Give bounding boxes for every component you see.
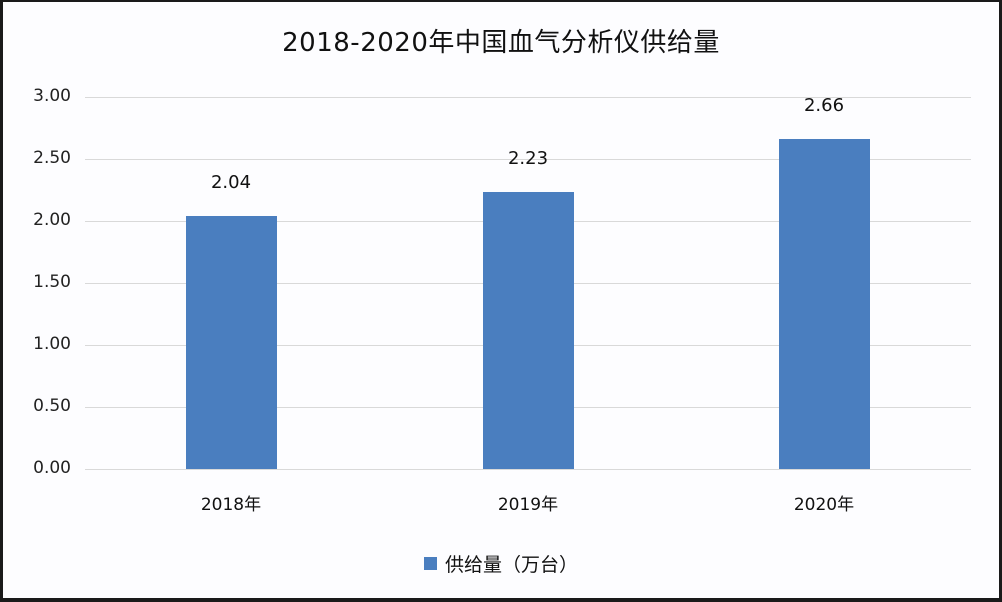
- y-tick-label: 0.00: [33, 458, 71, 478]
- y-tick-label: 2.50: [33, 148, 71, 168]
- gridline: [85, 469, 971, 470]
- bar-2020年: [779, 139, 870, 469]
- y-tick-label: 2.00: [33, 210, 71, 230]
- x-tick-label: 2018年: [200, 495, 262, 515]
- data-label: 2.23: [507, 148, 549, 170]
- chart-frame: 2018-2020年中国血气分析仪供给量 0.00 0.50 1.00 1.50 2.0…: [3, 2, 999, 598]
- y-tick-label: 0.50: [33, 396, 71, 416]
- gridline: [85, 97, 971, 98]
- plot-area: 0.00 0.50 1.00 1.50 2.00 2.50 3.00 2.04 2018年 2.2…: [3, 2, 999, 598]
- legend-swatch-icon: [423, 557, 437, 570]
- y-tick-label: 1.50: [33, 272, 71, 292]
- bar-2019年: [483, 192, 574, 469]
- y-tick-label: 1.00: [33, 334, 71, 354]
- data-label: 2.66: [803, 95, 845, 117]
- chart-title: 2018-2020年中国血气分析仪供给量: [282, 28, 720, 58]
- legend-label: 供给量（万台）: [444, 554, 578, 576]
- y-tick-label: 3.00: [33, 86, 71, 106]
- legend: 供给量（万台）: [3, 550, 999, 577]
- data-label: 2.04: [210, 172, 252, 194]
- x-tick-label: 2020年: [793, 495, 855, 515]
- x-tick-label: 2019年: [497, 495, 559, 515]
- bar-2018年: [186, 216, 277, 469]
- gridline: [85, 159, 971, 160]
